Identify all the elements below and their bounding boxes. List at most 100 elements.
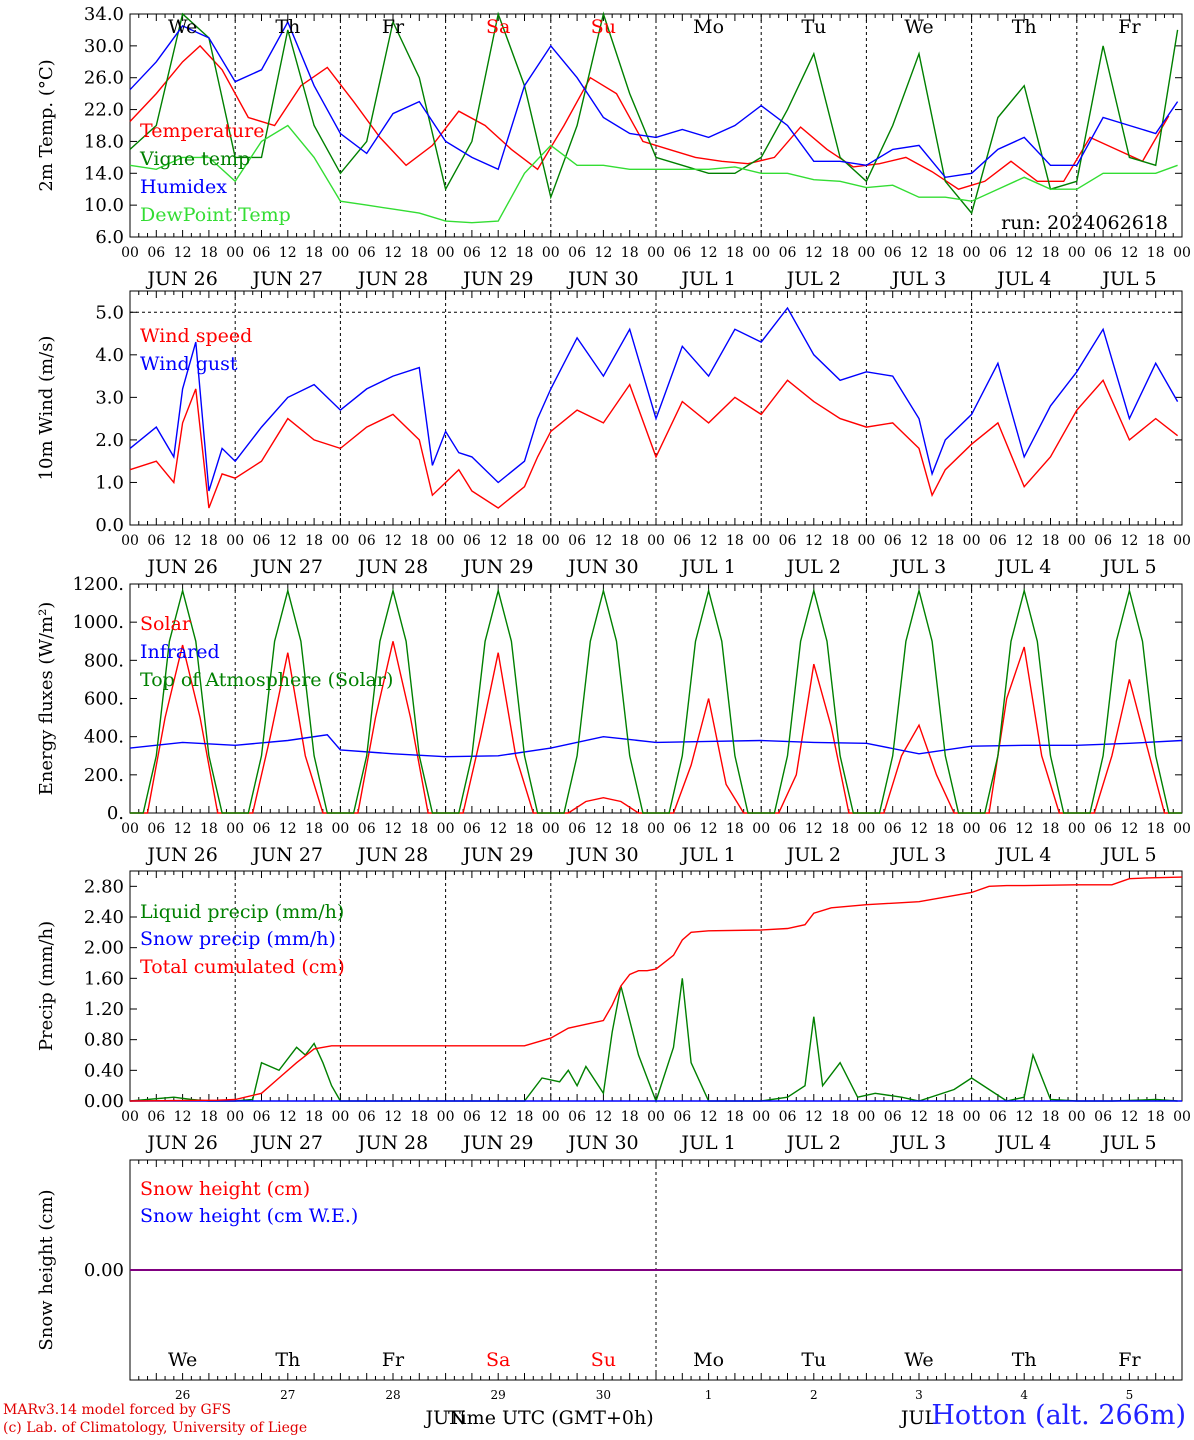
x-hour-label: 18 [410, 533, 428, 549]
weekday-label: We [904, 16, 933, 38]
x-hour-label: 12 [174, 533, 192, 549]
x-axis-title: Time UTC (GMT+0h) [448, 1407, 654, 1429]
x-hour-label: 00 [963, 1109, 981, 1125]
weekday-label-bottom: Th [1012, 1349, 1037, 1371]
x-hour-label: 00 [437, 533, 455, 549]
x-hour-label: 12 [700, 1109, 718, 1125]
x-hour-label: 12 [1120, 245, 1138, 261]
x-hour-label: 18 [516, 245, 534, 261]
x-hour-label: 18 [410, 245, 428, 261]
x-hour-label: 18 [831, 245, 849, 261]
x-day-label: JUL 3 [890, 844, 946, 866]
x-day-label: JUN 26 [145, 268, 217, 290]
panel-3: 0.00 0.40 0.80 1.20 1.60 2.00 2.40 2.80 Precip (… [36, 870, 1191, 1154]
x-hour-label: 06 [673, 245, 691, 261]
x-hour-label: 00 [542, 1109, 560, 1125]
x-hour-label: 06 [253, 821, 271, 837]
x-day-label: JUN 28 [356, 844, 428, 866]
day-number-label: 27 [280, 1388, 295, 1402]
weekday-label: We [168, 16, 197, 38]
x-hour-label: 06 [358, 1109, 376, 1125]
legend-entry: Total cumulated (cm) [140, 956, 345, 978]
y-tick-label: 0.0 [95, 515, 124, 536]
x-hour-label: 06 [1094, 245, 1112, 261]
x-day-label: JUN 28 [356, 556, 428, 578]
y-axis-label: 10m Wind (m/s) [36, 336, 57, 481]
x-hour-label: 18 [621, 821, 639, 837]
x-hour-label: 18 [1042, 1109, 1060, 1125]
x-hour-label: 18 [726, 533, 744, 549]
day-number-label: 5 [1126, 1388, 1134, 1402]
x-hour-label: 18 [200, 533, 218, 549]
y-tick-label: 2.40 [84, 907, 124, 928]
legend-entry: Snow precip (mm/h) [140, 928, 336, 950]
y-tick-label: 1.60 [84, 968, 124, 989]
weekday-label: Fr [382, 16, 405, 38]
x-hour-label: 18 [200, 1109, 218, 1125]
y-tick-label: 2.00 [84, 938, 124, 959]
x-hour-label: 18 [516, 533, 534, 549]
x-hour-label: 12 [1015, 1109, 1033, 1125]
x-hour-label: 00 [857, 1109, 875, 1125]
x-hour-label: 06 [884, 245, 902, 261]
x-hour-label: 06 [1094, 821, 1112, 837]
x-day-label: JUN 29 [461, 844, 533, 866]
x-hour-label: 06 [989, 1109, 1007, 1125]
x-day-label: JUL 1 [679, 844, 735, 866]
x-day-label: JUN 28 [356, 268, 428, 290]
x-hour-label: 18 [1042, 821, 1060, 837]
weekday-label-bottom: We [904, 1349, 933, 1371]
x-hour-label: 00 [752, 245, 770, 261]
month-label: JUN [423, 1407, 465, 1429]
x-hour-label: 00 [121, 533, 139, 549]
x-hour-label: 12 [910, 1109, 928, 1125]
weekday-label: Sa [486, 16, 510, 38]
series-line-wind-gust [129, 306, 1179, 492]
x-day-label: JUN 27 [251, 844, 323, 866]
x-hour-label: 12 [1015, 821, 1033, 837]
x-hour-label: 18 [936, 821, 954, 837]
x-hour-label: 12 [489, 1109, 507, 1125]
legend-entry: DewPoint Temp [140, 204, 291, 226]
y-tick-label: 30.0 [84, 36, 124, 57]
x-hour-label: 18 [726, 1109, 744, 1125]
y-tick-label: 14.0 [84, 163, 124, 184]
weekday-label-bottom: Su [591, 1349, 616, 1371]
x-hour-label: 18 [831, 1109, 849, 1125]
x-hour-label: 00 [647, 245, 665, 261]
x-hour-label: 12 [489, 821, 507, 837]
series-line-vigne-temp [129, 11, 1179, 215]
x-hour-label: 00 [1068, 821, 1086, 837]
weekday-label-bottom: Fr [1118, 1349, 1141, 1371]
panel-2: 0. 200. 400. 600. 800. 1000. 1200. Energy fluxe… [36, 574, 1191, 866]
x-hour-label: 00 [121, 1109, 139, 1125]
x-hour-label: 12 [910, 245, 928, 261]
x-hour-label: 18 [305, 821, 323, 837]
x-hour-label: 12 [700, 821, 718, 837]
x-hour-label: 18 [410, 821, 428, 837]
y-tick-label: 200. [84, 765, 124, 786]
x-day-label: JUL 5 [1100, 268, 1156, 290]
x-hour-label: 18 [1042, 533, 1060, 549]
x-hour-label: 00 [1173, 245, 1191, 261]
x-hour-label: 00 [121, 821, 139, 837]
x-day-label: JUL 3 [890, 556, 946, 578]
x-day-label: JUL 3 [890, 268, 946, 290]
series-line-wind-speed [129, 379, 1179, 509]
y-tick-label: 600. [84, 689, 124, 710]
x-hour-label: 00 [121, 245, 139, 261]
x-hour-label: 00 [226, 533, 244, 549]
y-tick-label: 22.0 [84, 100, 124, 121]
x-day-label: JUN 30 [566, 268, 638, 290]
x-hour-label: 12 [279, 245, 297, 261]
x-hour-label: 18 [936, 1109, 954, 1125]
x-day-label: JUN 29 [461, 556, 533, 578]
y-tick-label: 0.00 [84, 1260, 124, 1281]
legend-entry: Wind gust [140, 353, 238, 375]
x-hour-label: 12 [1015, 245, 1033, 261]
x-hour-label: 00 [752, 1109, 770, 1125]
x-hour-label: 00 [963, 245, 981, 261]
x-hour-label: 00 [226, 1109, 244, 1125]
y-axis-label: Snow height (cm) [36, 1189, 57, 1350]
x-hour-label: 06 [989, 245, 1007, 261]
